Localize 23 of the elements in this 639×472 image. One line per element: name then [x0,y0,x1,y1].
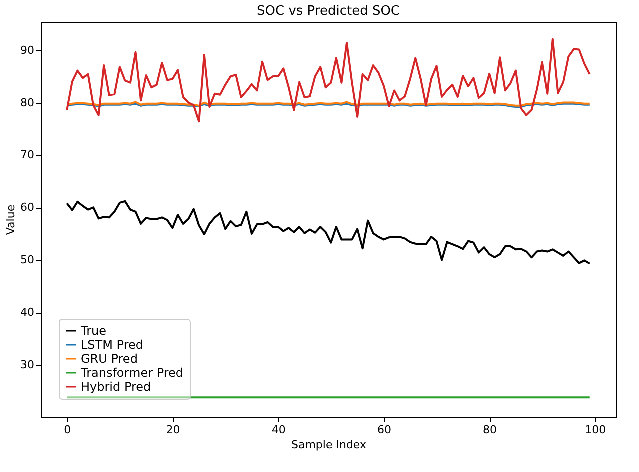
y-axis-title: Value [4,204,18,236]
x-tick-label: 100 [585,424,606,436]
y-tick-label: 40 [20,306,34,320]
legend-label: Transformer Pred [80,366,184,380]
x-tick-label: 20 [166,424,180,436]
y-tick-label: 30 [20,358,34,372]
y-tick-label: 50 [20,254,34,267]
x-tick-label: 40 [272,424,286,436]
legend-label: GRU Pred [81,352,138,366]
x-axis-title: Sample Index [291,438,367,452]
line-series [66,200,591,265]
legend-label: Hybrid Pred [81,380,152,394]
legend-label: LSTM Pred [81,338,144,352]
x-tick-label: 60 [377,424,392,436]
line-series [66,38,591,123]
x-tick-label: 80 [483,424,498,436]
legend-label: True [80,324,106,338]
y-tick-label: 90 [20,44,34,57]
y-tick-label: 80 [20,96,34,110]
y-tick-label: 60 [20,201,34,214]
y-tick-label: 70 [20,148,34,162]
x-tick-label: 0 [64,424,72,436]
chart-title: SOC vs Predicted SOC [256,4,400,19]
